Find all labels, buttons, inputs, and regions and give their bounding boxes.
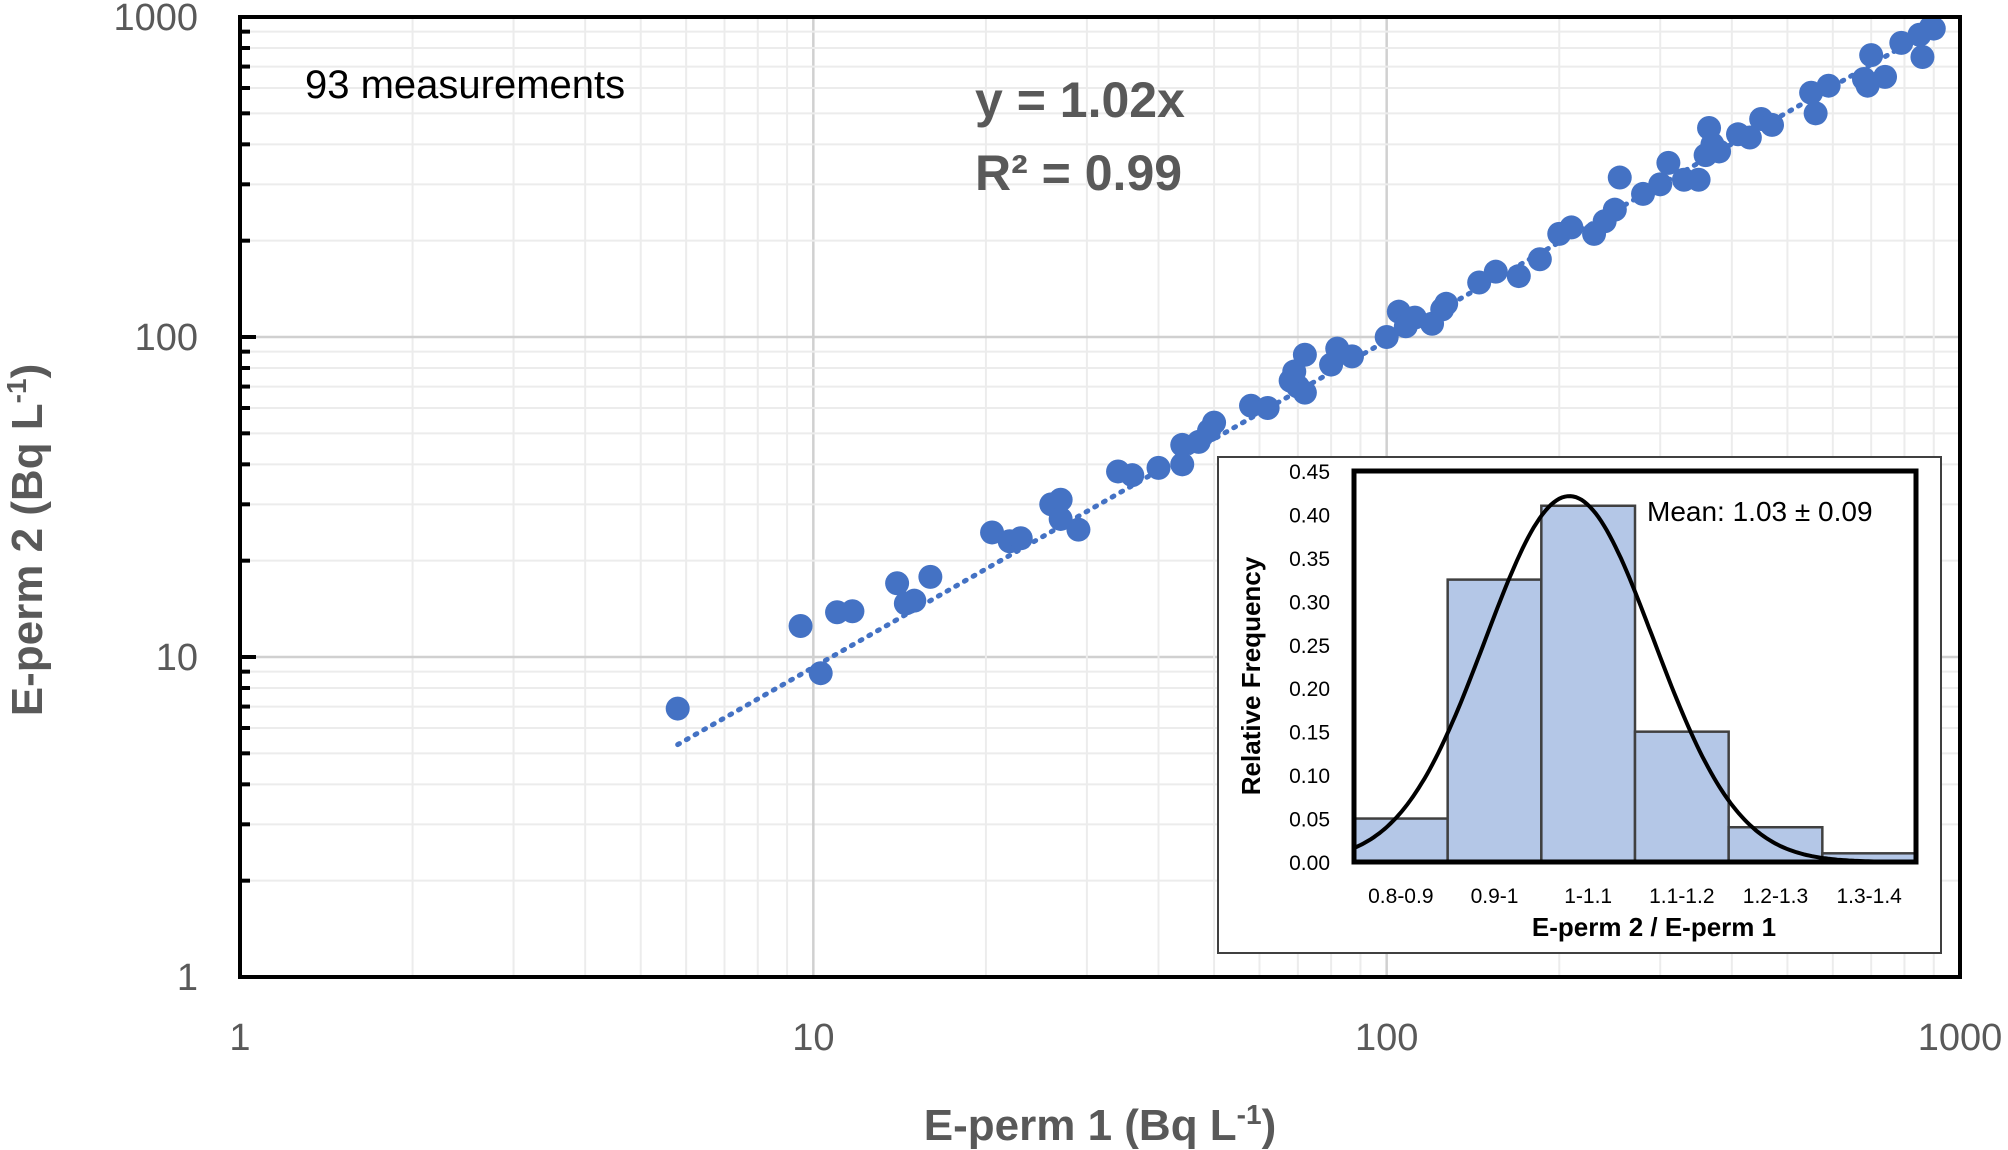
data-point: [1339, 344, 1364, 369]
y-axis-title: E-perm 2 (Bq L-1): [1, 364, 52, 716]
x-axis-title: E-perm 1 (Bq L-1): [924, 1099, 1276, 1150]
axis-ticks: 1 10 100 1000 1 10 100 1000: [113, 0, 2002, 1059]
inset-y-axis-title: Relative Frequency: [1236, 556, 1266, 795]
data-point: [1686, 167, 1711, 192]
histogram-bar: [1446, 578, 1543, 864]
inset-histogram: 0.8-0.9 0.9-1 1-1.1 1.1-1.2 1.2-1.3 1.3-1.4 0.…: [1217, 456, 1942, 954]
x-tick-label: 1: [229, 1017, 250, 1059]
data-point: [1656, 150, 1681, 175]
data-point: [788, 613, 813, 638]
inset-y-tick-label: 0.25: [1289, 635, 1330, 658]
inset-x-tick-label: 0.9-1: [1471, 885, 1519, 908]
data-point: [1527, 247, 1552, 272]
inset-x-axis-title: E-perm 2 / E-perm 1: [1532, 912, 1776, 942]
x-tick-label: 1000: [1918, 1017, 2003, 1059]
data-point: [1921, 16, 1946, 41]
data-point: [840, 599, 865, 624]
trendline-r2: R² = 0.99: [975, 145, 1182, 201]
data-point: [1170, 452, 1195, 477]
data-point: [1737, 125, 1762, 150]
data-point: [1602, 197, 1627, 222]
plot-frame: [238, 15, 1962, 979]
inset-x-tick-label: 0.8-0.9: [1368, 885, 1433, 908]
data-point: [665, 696, 690, 721]
data-point: [1292, 342, 1317, 367]
data-point: [918, 564, 943, 589]
inset-y-tick-label: 0.05: [1289, 809, 1330, 832]
data-point: [1120, 463, 1145, 488]
data-point: [1506, 264, 1531, 289]
data-point: [1816, 73, 1841, 98]
data-point: [1648, 172, 1673, 197]
data-point: [1889, 30, 1914, 55]
data-point: [1255, 395, 1280, 420]
y-tick-label: 1: [177, 957, 198, 999]
data-point: [1374, 325, 1399, 349]
data-point: [1048, 506, 1073, 531]
scatter-points: [665, 15, 1946, 721]
data-point: [902, 588, 927, 613]
inset-y-tick-label: 0.20: [1289, 678, 1330, 701]
data-point: [1434, 291, 1459, 316]
x-tick-label: 100: [1355, 1017, 1418, 1059]
inset-x-tick-label: 1-1.1: [1564, 885, 1612, 908]
trendline-equation: y = 1.02x: [975, 72, 1185, 128]
data-point: [1008, 526, 1033, 551]
data-point: [885, 571, 910, 596]
data-point: [1707, 139, 1732, 164]
data-point: [1760, 112, 1785, 137]
inset-mean-annotation: Mean: 1.03 ± 0.09: [1647, 496, 1873, 527]
histogram-bar: [1633, 730, 1730, 864]
data-point: [1910, 44, 1935, 69]
histogram-bar: [1540, 504, 1637, 864]
inset-y-tick-label: 0.40: [1289, 504, 1330, 527]
y-tick-label: 100: [135, 317, 198, 359]
data-point: [1803, 101, 1828, 126]
data-point: [1559, 215, 1584, 240]
annotation-count: 93 measurements: [305, 63, 625, 107]
data-point: [1859, 43, 1884, 68]
inset-x-tick-label: 1.1-1.2: [1649, 885, 1714, 908]
data-point: [1048, 487, 1073, 512]
data-point: [1607, 165, 1632, 190]
inset-x-tick-label: 1.3-1.4: [1836, 885, 1902, 908]
data-point: [1873, 64, 1898, 89]
data-point: [1202, 410, 1227, 435]
data-point: [1066, 517, 1091, 542]
data-point: [808, 661, 833, 686]
y-tick-label: 1000: [113, 0, 198, 39]
y-tick-label: 10: [156, 637, 198, 679]
inset-y-tick-label: 0.10: [1289, 765, 1330, 788]
inset-y-tick-label: 0.00: [1289, 852, 1330, 875]
inset-x-tick-label: 1.2-1.3: [1743, 885, 1808, 908]
inset-plot-frame: [1351, 468, 1919, 865]
inset-y-tick-label: 0.30: [1289, 591, 1330, 614]
normal-fit-curve: [1353, 494, 1916, 864]
x-tick-label: 10: [792, 1017, 834, 1059]
inset-y-tick-label: 0.45: [1289, 461, 1330, 484]
inset-ticks: 0.8-0.9 0.9-1 1-1.1 1.1-1.2 1.2-1.3 1.3-1.4 0.…: [1289, 461, 1902, 908]
inset-y-tick-label: 0.35: [1289, 548, 1330, 571]
data-point: [1292, 380, 1317, 405]
data-point: [1146, 455, 1171, 480]
inset-y-tick-label: 0.15: [1289, 722, 1330, 745]
data-point: [1483, 259, 1508, 284]
